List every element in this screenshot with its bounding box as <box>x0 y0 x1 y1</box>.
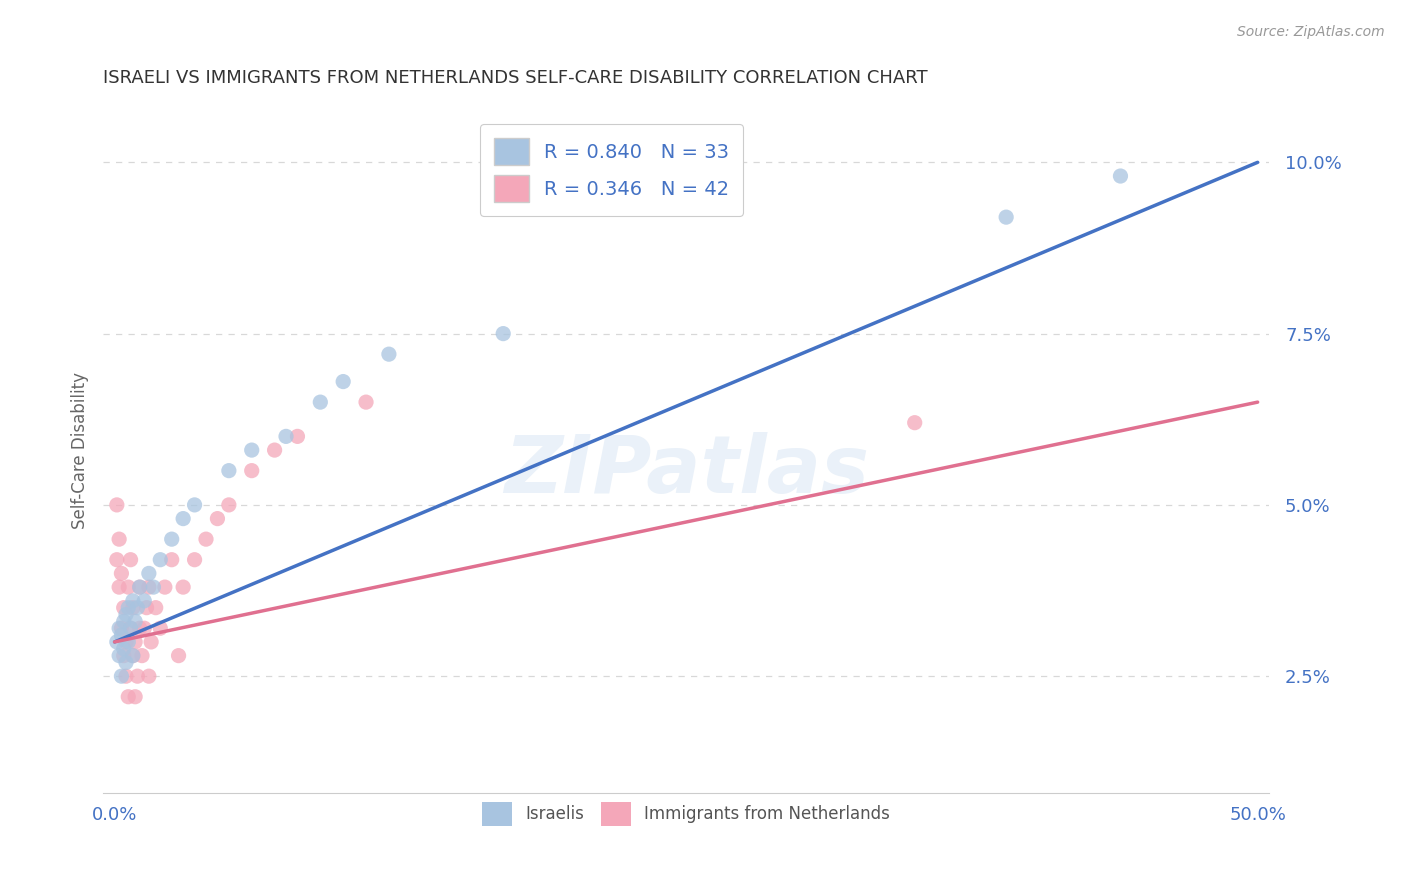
Point <box>112 641 135 656</box>
Point <box>115 669 138 683</box>
Point <box>121 594 143 608</box>
Point <box>124 635 146 649</box>
Point <box>309 395 332 409</box>
Point <box>120 552 142 566</box>
Point <box>354 395 377 409</box>
Text: Source: ZipAtlas.com: Source: ZipAtlas.com <box>1237 25 1385 39</box>
Point <box>138 669 160 683</box>
Point <box>240 464 263 478</box>
Point <box>240 443 263 458</box>
Point <box>160 552 183 566</box>
Point <box>115 635 138 649</box>
Point <box>142 580 165 594</box>
Point <box>121 648 143 663</box>
Point <box>117 580 139 594</box>
Point <box>105 635 128 649</box>
Point <box>183 498 205 512</box>
Text: ISRAELI VS IMMIGRANTS FROM NETHERLANDS SELF-CARE DISABILITY CORRELATION CHART: ISRAELI VS IMMIGRANTS FROM NETHERLANDS S… <box>103 69 928 87</box>
Point <box>153 580 176 594</box>
Point <box>121 648 143 663</box>
Point <box>995 210 1018 224</box>
Point <box>108 580 131 594</box>
Point <box>115 656 138 670</box>
Point <box>172 511 194 525</box>
Point <box>263 443 285 458</box>
Point <box>207 511 229 525</box>
Point <box>134 594 156 608</box>
Point <box>105 498 128 512</box>
Point <box>183 552 205 566</box>
Point <box>332 375 354 389</box>
Point <box>139 635 162 649</box>
Point <box>135 600 157 615</box>
Point <box>172 580 194 594</box>
Y-axis label: Self-Care Disability: Self-Care Disability <box>72 372 89 529</box>
Point <box>112 615 135 629</box>
Point <box>287 429 309 443</box>
Point <box>110 669 132 683</box>
Point <box>1109 169 1132 183</box>
Point <box>117 600 139 615</box>
Point <box>127 600 149 615</box>
Point <box>378 347 401 361</box>
Point <box>120 621 142 635</box>
Point <box>110 628 132 642</box>
Point <box>149 621 172 635</box>
Point <box>112 648 135 663</box>
Point <box>218 464 240 478</box>
Point <box>108 532 131 546</box>
Point <box>124 615 146 629</box>
Point <box>134 621 156 635</box>
Point <box>108 648 131 663</box>
Point <box>218 498 240 512</box>
Point <box>128 621 150 635</box>
Point <box>112 600 135 615</box>
Point <box>128 580 150 594</box>
Point <box>121 600 143 615</box>
Point <box>117 635 139 649</box>
Legend: Israelis, Immigrants from Netherlands: Israelis, Immigrants from Netherlands <box>475 796 897 832</box>
Point <box>274 429 297 443</box>
Point <box>145 600 167 615</box>
Point <box>904 416 927 430</box>
Point <box>128 580 150 594</box>
Point <box>195 532 218 546</box>
Point <box>115 607 138 622</box>
Text: ZIPatlas: ZIPatlas <box>503 432 869 509</box>
Point <box>138 580 160 594</box>
Point <box>160 532 183 546</box>
Point <box>127 669 149 683</box>
Point <box>120 621 142 635</box>
Point <box>110 566 132 581</box>
Point <box>108 621 131 635</box>
Point <box>492 326 515 341</box>
Point <box>105 552 128 566</box>
Point <box>124 690 146 704</box>
Point <box>110 621 132 635</box>
Point <box>138 566 160 581</box>
Point <box>149 552 172 566</box>
Point <box>117 690 139 704</box>
Point <box>131 648 153 663</box>
Point <box>167 648 190 663</box>
